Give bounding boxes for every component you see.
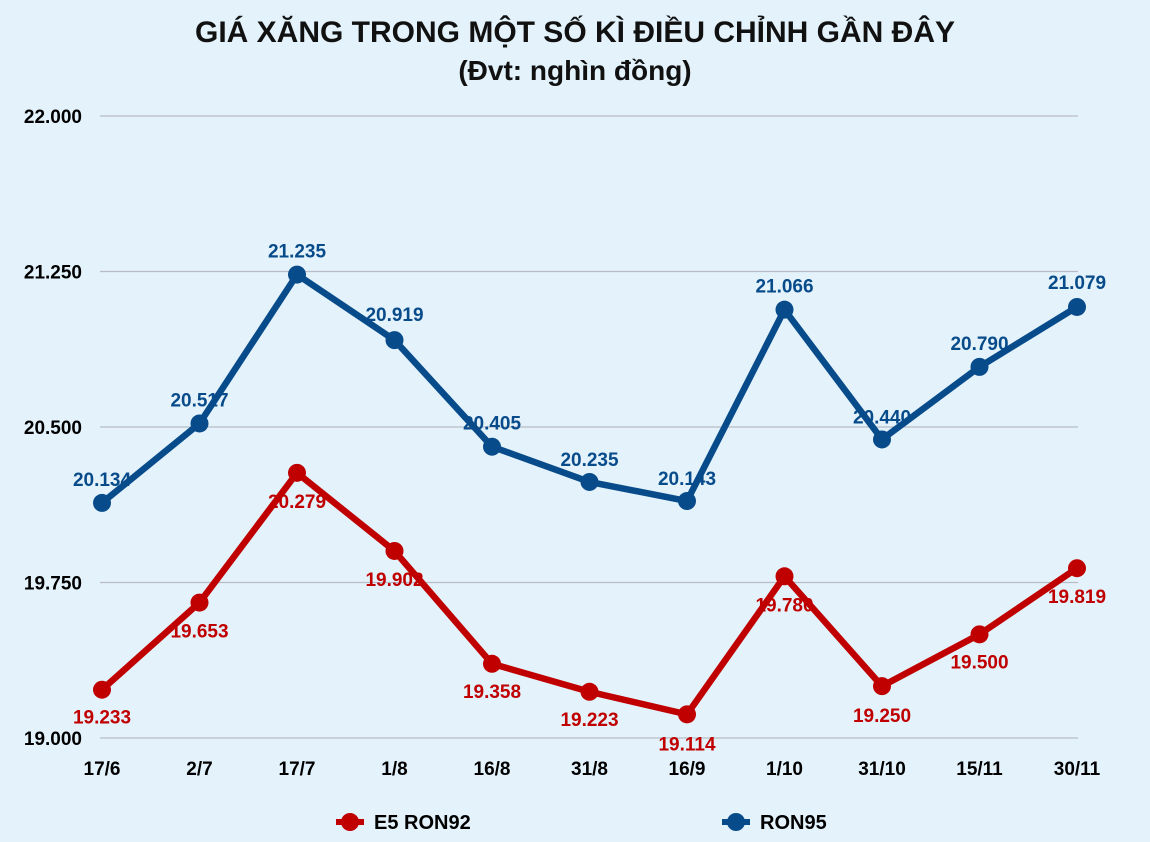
data-label: 20.790 <box>950 334 1008 355</box>
legend-label: RON95 <box>760 812 827 834</box>
data-label: 20.440 <box>853 407 911 428</box>
x-tick-label: 2/7 <box>186 759 212 780</box>
data-label: 19.780 <box>755 595 813 616</box>
series-e5-ron92: 19.233 19.653 20.279 19.902 19.358 19.223 19.1… <box>73 463 1106 755</box>
data-point <box>288 463 306 482</box>
data-point <box>190 593 209 612</box>
data-label: 19.653 <box>170 622 228 643</box>
data-point <box>970 357 989 376</box>
data-point <box>483 654 501 673</box>
x-tick-label: 31/10 <box>858 759 906 780</box>
data-label: 19.233 <box>73 708 131 729</box>
x-tick-label: 16/8 <box>474 759 511 780</box>
data-point <box>678 492 696 511</box>
x-tick-label: 1/10 <box>766 759 803 780</box>
data-label: 21.066 <box>755 277 813 298</box>
x-tick-label: 17/6 <box>84 759 121 780</box>
data-point <box>970 625 989 644</box>
y-tick-label: 22.000 <box>24 107 82 128</box>
data-label: 21.235 <box>268 242 327 263</box>
data-label: 19.250 <box>853 706 911 727</box>
data-label: 20.517 <box>170 390 228 411</box>
data-label: 19.114 <box>658 734 715 755</box>
legend-swatch-marker <box>341 813 359 831</box>
x-tick-label: 1/8 <box>381 759 407 780</box>
y-tick-label: 20.500 <box>24 418 82 439</box>
data-point <box>93 493 111 512</box>
legend-item: RON95 <box>722 812 827 834</box>
y-axis-ticks: 19.000 19.750 20.500 21.250 22.000 <box>24 107 82 750</box>
x-axis-ticks: 17/6 2/7 17/7 1/8 16/8 31/8 16/9 1/10 31/10 15/11… <box>84 759 1101 780</box>
series-line <box>98 469 1081 718</box>
data-label: 19.819 <box>1048 587 1106 608</box>
data-point <box>190 414 209 433</box>
y-tick-label: 19.750 <box>24 574 82 595</box>
chart-subtitle: (Đvt: nghìn đồng) <box>458 55 691 86</box>
x-tick-label: 17/7 <box>279 759 316 780</box>
data-point <box>873 430 891 449</box>
data-label: 20.134 <box>73 470 132 491</box>
data-label: 20.279 <box>268 492 326 513</box>
x-tick-label: 15/11 <box>956 759 1003 780</box>
data-label: 20.919 <box>365 305 423 326</box>
data-point <box>873 677 891 696</box>
legend-item: E5 RON92 <box>336 812 471 834</box>
data-label: 21.079 <box>1048 273 1106 294</box>
legend-label: E5 RON92 <box>374 812 471 834</box>
x-tick-label: 16/9 <box>669 759 706 780</box>
data-point <box>385 331 404 350</box>
data-point <box>580 682 599 701</box>
data-point <box>483 437 501 456</box>
legend-swatch-marker <box>727 813 745 831</box>
data-label: 19.358 <box>463 682 521 703</box>
x-tick-label: 30/11 <box>1054 759 1101 780</box>
data-label: 20.405 <box>463 414 522 435</box>
data-point <box>1068 297 1086 316</box>
gridlines <box>100 115 1078 739</box>
series-ron95: 20.134 20.517 21.235 20.919 20.405 20.235 20.1… <box>73 242 1106 512</box>
y-tick-label: 19.000 <box>24 729 82 750</box>
data-label: 19.902 <box>365 570 423 591</box>
data-point <box>678 705 696 724</box>
data-label: 20.143 <box>658 469 716 490</box>
legend: E5 RON92 RON95 <box>336 812 827 834</box>
data-point <box>288 265 306 284</box>
y-tick-label: 21.250 <box>24 263 82 284</box>
data-point <box>93 680 111 699</box>
series-group: 19.233 19.653 20.279 19.902 19.358 19.223 19.1… <box>73 242 1106 756</box>
data-label: 20.235 <box>560 450 619 471</box>
chart-title: GIÁ XĂNG TRONG MỘT SỐ KÌ ĐIỀU CHỈNH GẦN … <box>195 15 955 49</box>
data-point <box>385 541 404 560</box>
data-point <box>580 472 599 491</box>
data-point <box>775 567 794 586</box>
data-point <box>1068 559 1086 578</box>
x-tick-label: 31/8 <box>571 759 608 780</box>
data-label: 19.223 <box>560 710 618 731</box>
data-label: 19.500 <box>950 652 1008 673</box>
data-point <box>775 300 794 319</box>
